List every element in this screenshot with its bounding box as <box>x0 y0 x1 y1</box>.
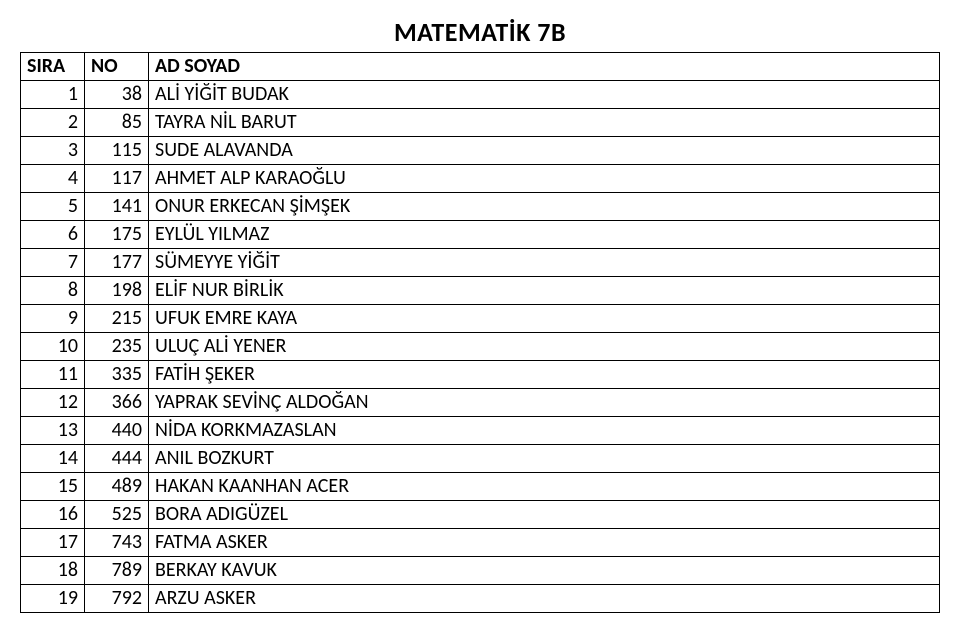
cell-no: 115 <box>85 137 149 165</box>
table-body: 138ALİ YİĞİT BUDAK285TAYRA NİL BARUT3115… <box>21 81 940 613</box>
cell-no: 175 <box>85 221 149 249</box>
cell-name: FATİH ŞEKER <box>149 361 940 389</box>
page: MATEMATİK 7B SIRA NO AD SOYAD 138ALİ YİĞ… <box>0 0 960 625</box>
table-row: 3115SUDE ALAVANDA <box>21 137 940 165</box>
table-row: 10235ULUÇ ALİ YENER <box>21 333 940 361</box>
cell-sira: 17 <box>21 529 85 557</box>
cell-sira: 19 <box>21 585 85 613</box>
cell-name: NİDA KORKMAZASLAN <box>149 417 940 445</box>
cell-sira: 4 <box>21 165 85 193</box>
cell-name: ELİF NUR BİRLİK <box>149 277 940 305</box>
cell-name: AHMET ALP KARAOĞLU <box>149 165 940 193</box>
col-header-sira: SIRA <box>21 53 85 81</box>
table-row: 6175EYLÜL YILMAZ <box>21 221 940 249</box>
table-row: 12366YAPRAK SEVİNÇ ALDOĞAN <box>21 389 940 417</box>
cell-sira: 18 <box>21 557 85 585</box>
cell-sira: 10 <box>21 333 85 361</box>
cell-name: ONUR ERKECAN ŞİMŞEK <box>149 193 940 221</box>
cell-sira: 9 <box>21 305 85 333</box>
cell-name: ULUÇ ALİ YENER <box>149 333 940 361</box>
table-row: 17743FATMA ASKER <box>21 529 940 557</box>
table-row: 7177SÜMEYYE YİĞİT <box>21 249 940 277</box>
table-row: 19792ARZU ASKER <box>21 585 940 613</box>
table-row: 9215UFUK EMRE KAYA <box>21 305 940 333</box>
cell-sira: 5 <box>21 193 85 221</box>
table-row: 8198ELİF NUR BİRLİK <box>21 277 940 305</box>
cell-no: 85 <box>85 109 149 137</box>
cell-sira: 8 <box>21 277 85 305</box>
table-row: 11335FATİH ŞEKER <box>21 361 940 389</box>
table-row: 4117AHMET ALP KARAOĞLU <box>21 165 940 193</box>
cell-name: BERKAY KAVUK <box>149 557 940 585</box>
cell-no: 440 <box>85 417 149 445</box>
cell-name: UFUK EMRE KAYA <box>149 305 940 333</box>
table-head: SIRA NO AD SOYAD <box>21 53 940 81</box>
cell-sira: 6 <box>21 221 85 249</box>
cell-no: 141 <box>85 193 149 221</box>
cell-no: 335 <box>85 361 149 389</box>
cell-no: 177 <box>85 249 149 277</box>
cell-sira: 12 <box>21 389 85 417</box>
cell-no: 789 <box>85 557 149 585</box>
cell-no: 215 <box>85 305 149 333</box>
cell-name: YAPRAK SEVİNÇ ALDOĞAN <box>149 389 940 417</box>
cell-name: BORA ADIGÜZEL <box>149 501 940 529</box>
cell-name: ANIL BOZKURT <box>149 445 940 473</box>
cell-sira: 15 <box>21 473 85 501</box>
cell-no: 444 <box>85 445 149 473</box>
cell-name: EYLÜL YILMAZ <box>149 221 940 249</box>
cell-no: 117 <box>85 165 149 193</box>
col-header-name: AD SOYAD <box>149 53 940 81</box>
table-row: 138ALİ YİĞİT BUDAK <box>21 81 940 109</box>
cell-sira: 14 <box>21 445 85 473</box>
cell-sira: 7 <box>21 249 85 277</box>
cell-no: 198 <box>85 277 149 305</box>
cell-no: 366 <box>85 389 149 417</box>
cell-no: 743 <box>85 529 149 557</box>
cell-name: ALİ YİĞİT BUDAK <box>149 81 940 109</box>
cell-no: 525 <box>85 501 149 529</box>
cell-sira: 1 <box>21 81 85 109</box>
cell-no: 489 <box>85 473 149 501</box>
cell-name: SUDE ALAVANDA <box>149 137 940 165</box>
table-row: 285TAYRA NİL BARUT <box>21 109 940 137</box>
table-row: 18789BERKAY KAVUK <box>21 557 940 585</box>
table-row: 15489HAKAN KAANHAN ACER <box>21 473 940 501</box>
col-header-no: NO <box>85 53 149 81</box>
cell-no: 792 <box>85 585 149 613</box>
cell-name: FATMA ASKER <box>149 529 940 557</box>
cell-name: SÜMEYYE YİĞİT <box>149 249 940 277</box>
cell-name: TAYRA NİL BARUT <box>149 109 940 137</box>
page-title: MATEMATİK 7B <box>20 16 940 48</box>
table-row: 13440NİDA KORKMAZASLAN <box>21 417 940 445</box>
cell-no: 38 <box>85 81 149 109</box>
cell-name: ARZU ASKER <box>149 585 940 613</box>
cell-sira: 16 <box>21 501 85 529</box>
table-row: 16525BORA ADIGÜZEL <box>21 501 940 529</box>
cell-sira: 3 <box>21 137 85 165</box>
table-header-row: SIRA NO AD SOYAD <box>21 53 940 81</box>
students-table: SIRA NO AD SOYAD 138ALİ YİĞİT BUDAK285TA… <box>20 52 940 613</box>
table-row: 5141ONUR ERKECAN ŞİMŞEK <box>21 193 940 221</box>
cell-name: HAKAN KAANHAN ACER <box>149 473 940 501</box>
cell-sira: 13 <box>21 417 85 445</box>
cell-sira: 2 <box>21 109 85 137</box>
cell-no: 235 <box>85 333 149 361</box>
cell-sira: 11 <box>21 361 85 389</box>
table-row: 14444ANIL BOZKURT <box>21 445 940 473</box>
